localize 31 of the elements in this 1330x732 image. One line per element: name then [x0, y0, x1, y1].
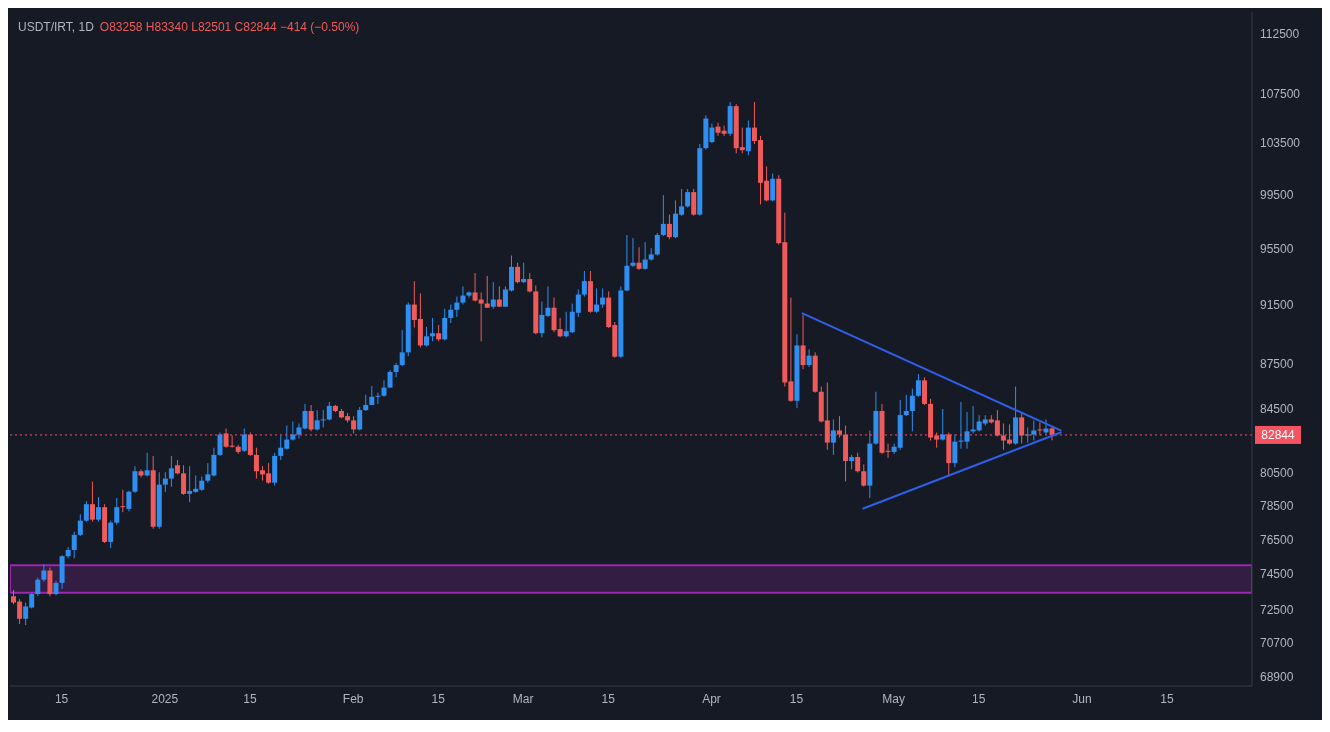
- y-tick-label: 76500: [1260, 532, 1294, 547]
- y-tick-label: 70700: [1260, 635, 1294, 650]
- text: O83258 H83340 L82501 C82844 −414 (−0.50%): [99, 20, 360, 34]
- x-tick-label: Feb: [342, 691, 364, 706]
- y-tick-label: 91500: [1260, 297, 1294, 312]
- x-tick-label: Mar: [512, 691, 534, 706]
- x-tick-label: 15: [431, 691, 446, 706]
- y-tick-label: 80500: [1260, 465, 1294, 480]
- y-tick-label: 72500: [1260, 602, 1294, 617]
- y-tick-label: 112500: [1260, 27, 1300, 42]
- x-tick-label: 15: [54, 691, 69, 706]
- x-tick-label: May: [882, 691, 906, 706]
- y-tick-label: 99500: [1260, 188, 1294, 203]
- y-tick-label: 74500: [1260, 567, 1294, 582]
- x-tick-label: Apr: [702, 691, 721, 706]
- x-tick-label: 15: [1160, 691, 1174, 706]
- y-tick-label: 103500: [1260, 136, 1301, 151]
- x-tick-label: Jun: [1072, 691, 1092, 706]
- x-tick-label: 15: [972, 691, 986, 706]
- x-tick-label: 15: [789, 691, 804, 706]
- y-tick-label: 95500: [1260, 241, 1294, 256]
- y-tick-label: 78500: [1260, 498, 1294, 513]
- y-tick-label: 107500: [1260, 86, 1301, 101]
- y-tick-label: 68900: [1260, 669, 1294, 684]
- y-tick-label: 87500: [1260, 356, 1294, 371]
- x-tick-label: 2025: [151, 691, 179, 706]
- x-tick-label: 15: [243, 691, 257, 706]
- x-tick-label: 15: [601, 691, 616, 706]
- y-tick-label: 84500: [1260, 402, 1294, 417]
- ref-line-label: 82844: [1261, 427, 1296, 442]
- text: USDT/IRT, 1D: [18, 20, 94, 34]
